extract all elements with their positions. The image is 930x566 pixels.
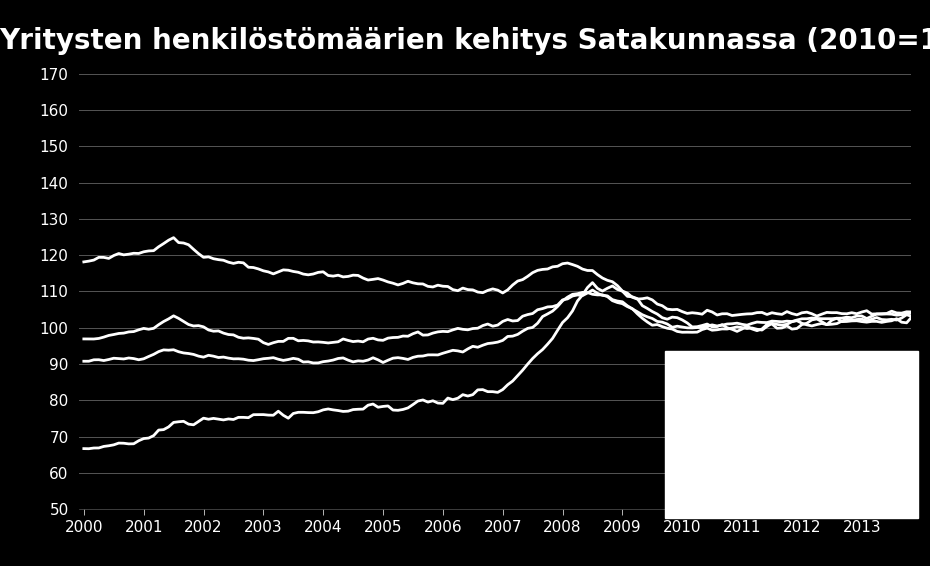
Title: Yritysten henkilöstömäärien kehitys Satakunnassa (2010=100): Yritysten henkilöstömäärien kehitys Sata… [0, 27, 930, 54]
